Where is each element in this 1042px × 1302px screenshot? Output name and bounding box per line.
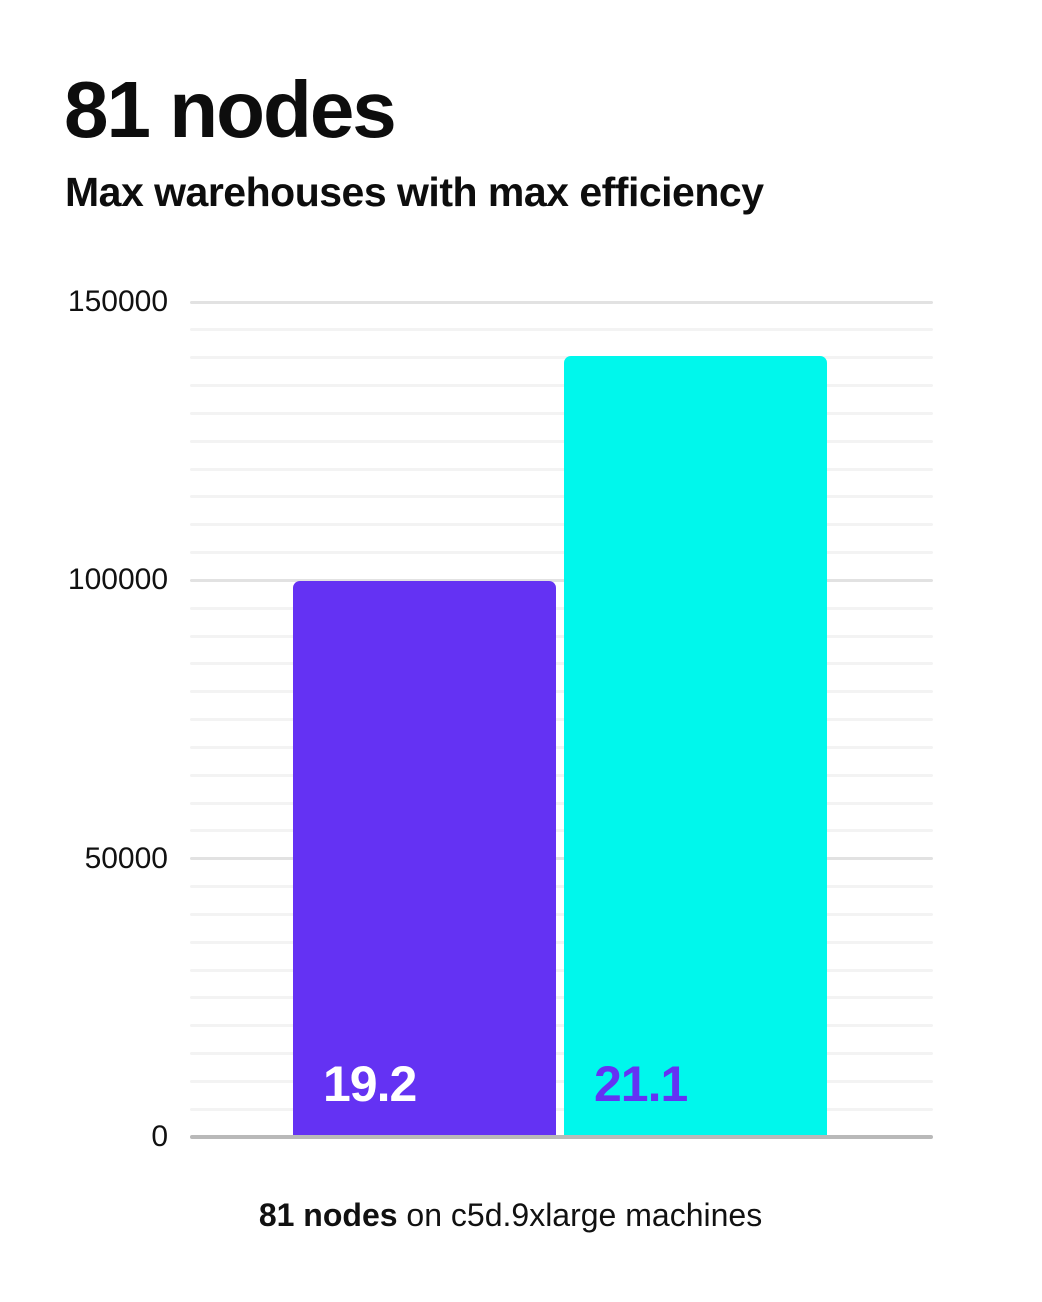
gridline-minor	[190, 773, 933, 777]
x-axis-line	[190, 1135, 933, 1139]
chart-caption: 81 nodes on c5d.9xlarge machines	[0, 1196, 1021, 1234]
chart-card: 81 nodes Max warehouses with max efficie…	[0, 65, 1021, 1234]
gridline-minor	[190, 1107, 933, 1111]
chart-title: 81 nodes	[64, 65, 397, 154]
gridline-minor	[190, 885, 933, 888]
gridline-minor	[190, 467, 933, 471]
bar-value-label: 19.2	[323, 1056, 417, 1112]
y-axis-tick-label-150000: 150000	[67, 285, 168, 318]
gridline-minor	[190, 1024, 933, 1028]
chart-subtitle: Max warehouses with max efficiency	[65, 169, 764, 215]
gridline-minor	[190, 551, 933, 554]
gridline-major	[190, 857, 933, 861]
gridline-minor	[190, 996, 933, 1000]
gridline-minor	[190, 1052, 933, 1055]
gridline-minor	[190, 912, 933, 916]
caption-bold-text: 81 nodes	[258, 1197, 398, 1233]
gridline-minor	[190, 384, 933, 387]
gridline-minor	[190, 801, 933, 805]
gridline-minor	[190, 1079, 933, 1083]
gridline-minor	[190, 745, 933, 749]
plot-area: 19.2 21.1	[190, 300, 933, 1139]
gridline-minor	[190, 411, 933, 415]
gridline-major	[190, 578, 933, 582]
gridline-minor	[190, 634, 933, 638]
y-axis-tick-label-100000: 100000	[67, 563, 168, 596]
gridline-minor	[190, 662, 933, 666]
gridline-minor	[190, 968, 933, 972]
y-axis-tick-label-50000: 50000	[84, 842, 168, 875]
gridline-major	[190, 300, 933, 304]
gridline-minor	[190, 718, 933, 721]
gridline-minor	[190, 940, 933, 944]
caption-regular-text: on c5d.9xlarge machines	[397, 1197, 763, 1233]
gridline-minor	[190, 606, 933, 610]
bar-purple: 19.2	[293, 581, 556, 1135]
bar-cyan: 21.1	[564, 356, 827, 1135]
y-axis-tick-label-0: 0	[151, 1120, 168, 1153]
gridline-minor	[190, 439, 933, 443]
gridline-minor	[190, 356, 933, 360]
gridline-minor	[190, 690, 933, 694]
bar-value-label: 21.1	[594, 1056, 688, 1112]
gridline-minor	[190, 495, 933, 499]
gridline-minor	[190, 829, 933, 833]
gridline-minor	[190, 523, 933, 527]
gridline-minor	[190, 328, 933, 332]
